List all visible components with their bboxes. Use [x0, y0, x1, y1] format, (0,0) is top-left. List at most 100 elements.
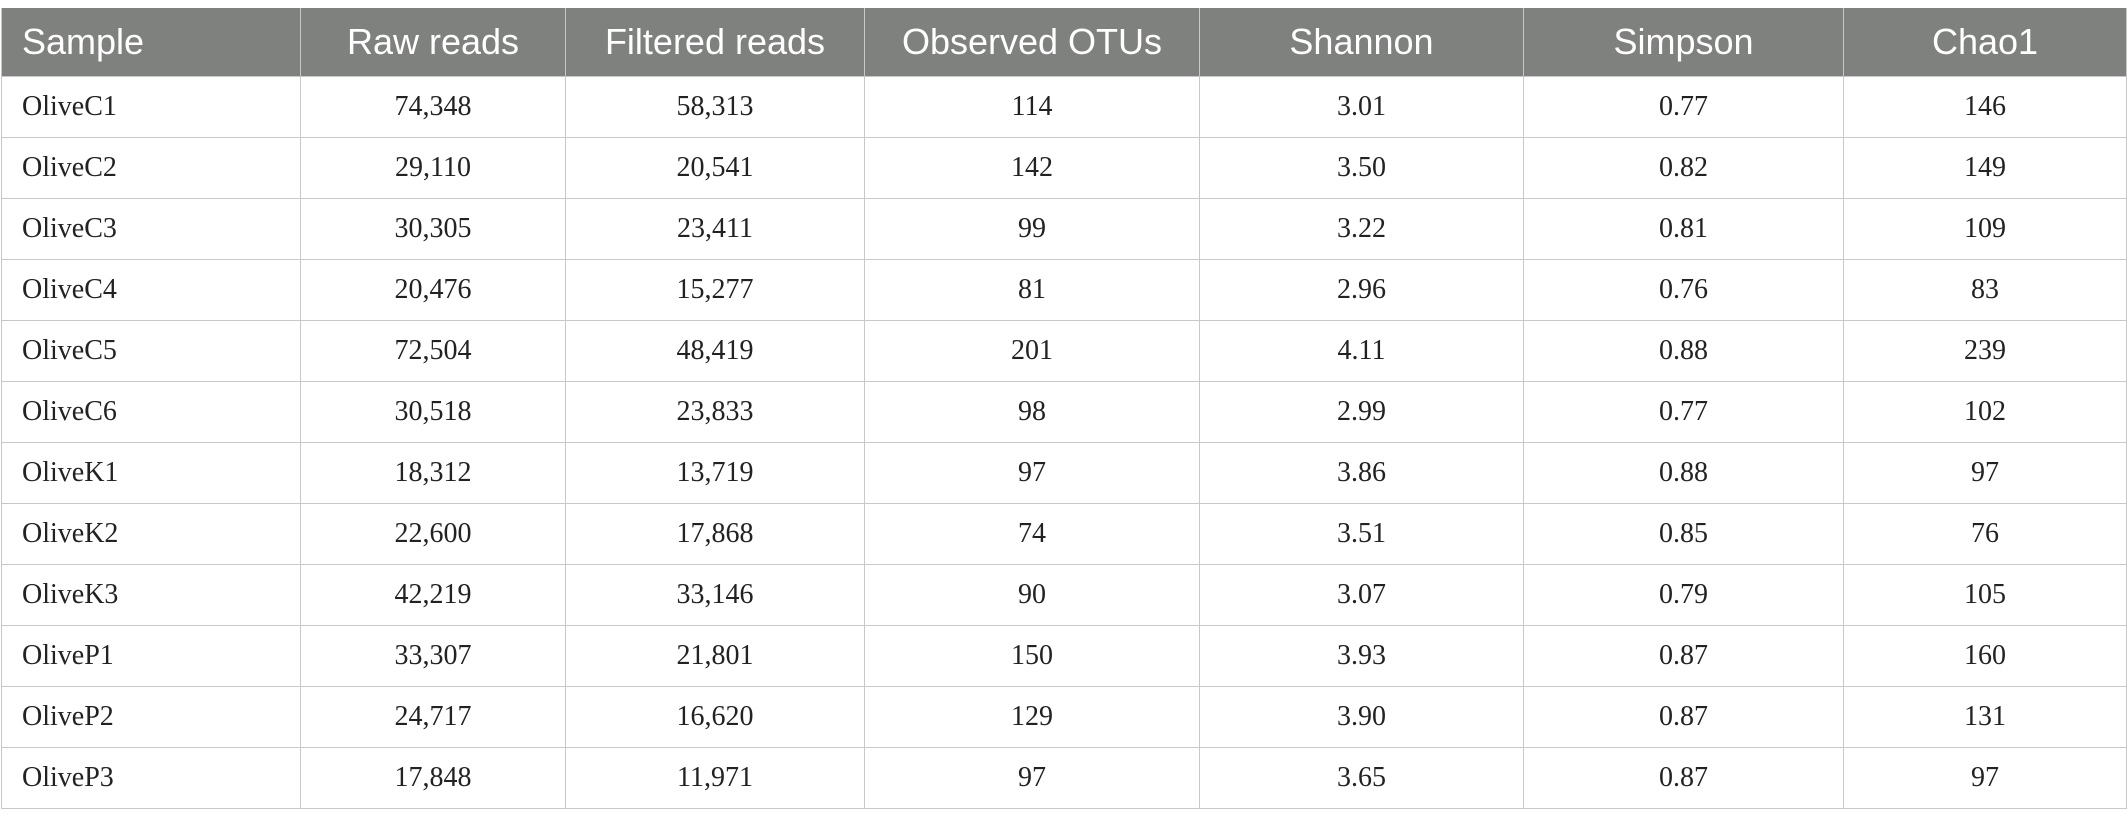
cell-filtered-reads: 15,277: [565, 259, 865, 321]
cell-shannon: 3.93: [1199, 625, 1524, 687]
cell-observed-otus: 74: [864, 503, 1200, 565]
cell-observed-otus: 142: [864, 137, 1200, 199]
table-row: OliveC2 29,110 20,541 142 3.50 0.82 149: [1, 137, 2127, 199]
cell-simpson: 0.77: [1523, 381, 1844, 443]
table-row: OliveP3 17,848 11,971 97 3.65 0.87 97: [1, 747, 2127, 809]
cell-sample: OliveC3: [1, 198, 301, 260]
cell-filtered-reads: 16,620: [565, 686, 865, 748]
cell-raw-reads: 29,110: [300, 137, 566, 199]
cell-raw-reads: 30,518: [300, 381, 566, 443]
cell-filtered-reads: 23,833: [565, 381, 865, 443]
cell-raw-reads: 33,307: [300, 625, 566, 687]
cell-filtered-reads: 48,419: [565, 320, 865, 382]
cell-filtered-reads: 20,541: [565, 137, 865, 199]
cell-observed-otus: 201: [864, 320, 1200, 382]
cell-raw-reads: 20,476: [300, 259, 566, 321]
cell-sample: OliveC6: [1, 381, 301, 443]
cell-shannon: 3.51: [1199, 503, 1524, 565]
column-header-sample: Sample: [1, 8, 301, 77]
cell-shannon: 3.07: [1199, 564, 1524, 626]
cell-chao1: 146: [1843, 76, 2127, 138]
cell-observed-otus: 129: [864, 686, 1200, 748]
column-header-filtered-reads: Filtered reads: [565, 8, 865, 77]
cell-observed-otus: 97: [864, 747, 1200, 809]
cell-filtered-reads: 58,313: [565, 76, 865, 138]
table-row: OliveK1 18,312 13,719 97 3.86 0.88 97: [1, 442, 2127, 504]
cell-raw-reads: 74,348: [300, 76, 566, 138]
cell-chao1: 239: [1843, 320, 2127, 382]
table-row: OliveP2 24,717 16,620 129 3.90 0.87 131: [1, 686, 2127, 748]
cell-shannon: 3.86: [1199, 442, 1524, 504]
cell-raw-reads: 18,312: [300, 442, 566, 504]
cell-chao1: 102: [1843, 381, 2127, 443]
cell-sample: OliveC2: [1, 137, 301, 199]
cell-sample: OliveC4: [1, 259, 301, 321]
cell-raw-reads: 24,717: [300, 686, 566, 748]
cell-simpson: 0.87: [1523, 747, 1844, 809]
cell-shannon: 4.11: [1199, 320, 1524, 382]
cell-chao1: 76: [1843, 503, 2127, 565]
column-header-observed-otus: Observed OTUs: [864, 8, 1200, 77]
cell-raw-reads: 42,219: [300, 564, 566, 626]
cell-sample: OliveP3: [1, 747, 301, 809]
cell-chao1: 97: [1843, 442, 2127, 504]
cell-raw-reads: 22,600: [300, 503, 566, 565]
cell-simpson: 0.79: [1523, 564, 1844, 626]
cell-chao1: 149: [1843, 137, 2127, 199]
column-header-raw-reads: Raw reads: [300, 8, 566, 77]
cell-sample: OliveP1: [1, 625, 301, 687]
cell-sample: OliveC1: [1, 76, 301, 138]
cell-observed-otus: 99: [864, 198, 1200, 260]
table-row: OliveC5 72,504 48,419 201 4.11 0.88 239: [1, 320, 2127, 382]
cell-raw-reads: 72,504: [300, 320, 566, 382]
cell-sample: OliveK3: [1, 564, 301, 626]
cell-simpson: 0.77: [1523, 76, 1844, 138]
cell-observed-otus: 97: [864, 442, 1200, 504]
cell-shannon: 3.65: [1199, 747, 1524, 809]
cell-simpson: 0.87: [1523, 625, 1844, 687]
table-row: OliveC4 20,476 15,277 81 2.96 0.76 83: [1, 259, 2127, 321]
header-row: Sample Raw reads Filtered reads Observed OT…: [1, 8, 2127, 77]
cell-sample: OliveK1: [1, 442, 301, 504]
cell-observed-otus: 81: [864, 259, 1200, 321]
cell-observed-otus: 98: [864, 381, 1200, 443]
cell-shannon: 3.90: [1199, 686, 1524, 748]
cell-filtered-reads: 11,971: [565, 747, 865, 809]
cell-shannon: 2.96: [1199, 259, 1524, 321]
column-header-chao1: Chao1: [1843, 8, 2127, 77]
cell-filtered-reads: 13,719: [565, 442, 865, 504]
cell-shannon: 3.50: [1199, 137, 1524, 199]
cell-filtered-reads: 17,868: [565, 503, 865, 565]
cell-sample: OliveC5: [1, 320, 301, 382]
cell-simpson: 0.87: [1523, 686, 1844, 748]
cell-sample: OliveP2: [1, 686, 301, 748]
cell-sample: OliveK2: [1, 503, 301, 565]
table-row: OliveC1 74,348 58,313 114 3.01 0.77 146: [1, 76, 2127, 138]
cell-chao1: 131: [1843, 686, 2127, 748]
data-table-container: Sample Raw reads Filtered reads Observed OT…: [1, 8, 2127, 809]
cell-simpson: 0.82: [1523, 137, 1844, 199]
cell-simpson: 0.85: [1523, 503, 1844, 565]
cell-shannon: 2.99: [1199, 381, 1524, 443]
cell-filtered-reads: 23,411: [565, 198, 865, 260]
cell-simpson: 0.76: [1523, 259, 1844, 321]
cell-chao1: 160: [1843, 625, 2127, 687]
table-row: OliveK3 42,219 33,146 90 3.07 0.79 105: [1, 564, 2127, 626]
cell-raw-reads: 17,848: [300, 747, 566, 809]
cell-chao1: 83: [1843, 259, 2127, 321]
cell-shannon: 3.22: [1199, 198, 1524, 260]
cell-chao1: 109: [1843, 198, 2127, 260]
table-row: OliveP1 33,307 21,801 150 3.93 0.87 160: [1, 625, 2127, 687]
table-row: OliveC6 30,518 23,833 98 2.99 0.77 102: [1, 381, 2127, 443]
cell-simpson: 0.88: [1523, 320, 1844, 382]
table-body: OliveC1 74,348 58,313 114 3.01 0.77 146 OliveC2…: [1, 76, 2127, 809]
cell-simpson: 0.88: [1523, 442, 1844, 504]
cell-chao1: 105: [1843, 564, 2127, 626]
table-header: Sample Raw reads Filtered reads Observed OT…: [1, 8, 2127, 77]
data-table: Sample Raw reads Filtered reads Observed OT…: [1, 8, 2127, 809]
column-header-shannon: Shannon: [1199, 8, 1524, 77]
cell-observed-otus: 90: [864, 564, 1200, 626]
cell-filtered-reads: 21,801: [565, 625, 865, 687]
table-row: OliveK2 22,600 17,868 74 3.51 0.85 76: [1, 503, 2127, 565]
cell-chao1: 97: [1843, 747, 2127, 809]
